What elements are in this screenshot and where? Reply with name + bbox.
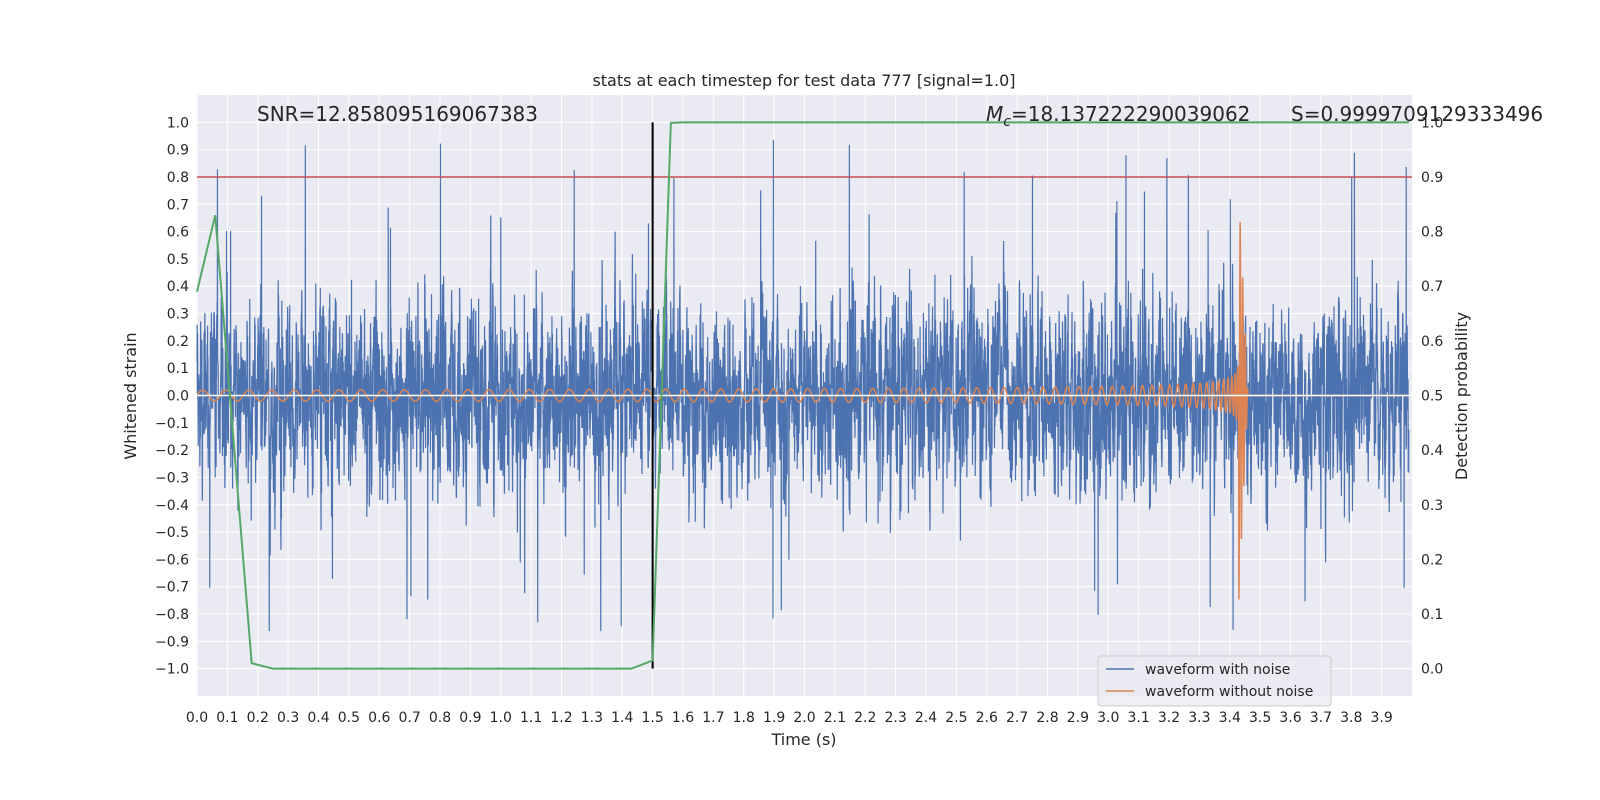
mc-subscript: c [1003,114,1011,130]
x-tick-label: 3.7 [1310,710,1332,726]
y2-tick-label: 0.3 [1421,498,1443,514]
y-tick-label: 0.8 [167,170,189,186]
x-tick-label: 3.5 [1249,710,1271,726]
x-tick-label: 0.3 [277,710,299,726]
y-tick-label: −0.5 [155,525,189,541]
y-tick-label: 0.1 [167,361,189,377]
x-tick-label: 1.7 [702,710,724,726]
legend: waveform with noise waveform without noi… [1097,655,1332,707]
y2-tick-label: 0.2 [1421,552,1443,568]
y2-tick-label: 0.9 [1421,170,1443,186]
x-tick-label: 0.5 [338,710,360,726]
y-tick-label: 0.0 [167,389,189,405]
x-tick-label: 3.8 [1340,710,1362,726]
x-tick-label: 1.8 [733,710,755,726]
ticks: 0.0 0.1 0.2 0.3 0.4 0.5 0.6 0.7 0.8 0.9 1.0 1.1 1.2 1… [155,115,1443,726]
x-tick-label: 2.9 [1067,710,1089,726]
x-tick-label: 3.2 [1158,710,1180,726]
x-tick-label: 0.1 [216,710,238,726]
y-tick-label: 0.3 [167,307,189,323]
y-tick-label: 0.5 [167,252,189,268]
x-tick-label: 3.0 [1097,710,1119,726]
x-tick-label: 2.0 [793,710,815,726]
x-tick-label: 0.9 [459,710,481,726]
x-tick-label: 2.4 [915,710,937,726]
x-tick-label: 0.8 [429,710,451,726]
x-tick-label: 2.2 [854,710,876,726]
y2-tick-label: 0.7 [1421,279,1443,295]
x-tick-label: 2.6 [976,710,998,726]
y-tick-label: −0.9 [155,634,189,650]
y2-tick-label: 0.4 [1421,443,1443,459]
x-tick-label: 1.3 [581,710,603,726]
x-tick-label: 1.4 [611,710,633,726]
x-tick-label: 1.9 [763,710,785,726]
data-layer [196,121,1412,670]
x-tick-label: 3.1 [1127,710,1149,726]
x-tick-label: 2.7 [1006,710,1028,726]
snr-annotation: SNR=12.858095169067383 [257,102,538,126]
y-tick-label: −0.6 [155,552,189,568]
legend-label-clean: waveform without noise [1145,684,1313,700]
chart-title: stats at each timestep for test data 777… [592,71,1015,90]
y-tick-label: 0.6 [167,225,189,241]
y-tick-label: 0.2 [167,334,189,350]
y-tick-label: 0.4 [167,279,189,295]
y-axis-label: Whitened strain [121,332,140,459]
y-tick-label: −0.3 [155,470,189,486]
y2-tick-label: 0.6 [1421,334,1443,350]
x-tick-label: 2.5 [945,710,967,726]
x-tick-label: 2.1 [824,710,846,726]
x-tick-label: 0.0 [186,710,208,726]
x-tick-label: 2.3 [884,710,906,726]
x-tick-label: 2.8 [1036,710,1058,726]
x-tick-label: 0.7 [398,710,420,726]
y2-tick-label: 0.8 [1421,225,1443,241]
y2-tick-label: 0.5 [1421,389,1443,405]
y-tick-label: −0.4 [155,498,189,514]
y-tick-label: −0.2 [155,443,189,459]
y2-tick-label: 0.0 [1421,662,1443,678]
y2-tick-label: 1.0 [1421,115,1443,131]
y-tick-label: 1.0 [167,115,189,131]
x-tick-label: 0.2 [247,710,269,726]
legend-box [1097,655,1332,707]
chirp-mass-annotation: Mc=18.137222290039062 [986,102,1250,130]
y-tick-label: −0.7 [155,580,189,596]
x-tick-label: 3.4 [1219,710,1241,726]
y2-axis-label: Detection probability [1452,312,1471,480]
mc-value: =18.137222290039062 [1011,102,1250,126]
mc-symbol: M [986,102,1003,126]
y2-tick-label: 0.1 [1421,607,1443,623]
x-tick-label: 1.5 [641,710,663,726]
x-tick-label: 3.3 [1188,710,1210,726]
y-tick-label: 0.7 [167,197,189,213]
x-tick-label: 1.1 [520,710,542,726]
x-tick-label: 3.9 [1370,710,1392,726]
waveform-with-noise-line [196,139,1410,632]
y-tick-label: −1.0 [155,662,189,678]
x-tick-label: 1.2 [550,710,572,726]
x-tick-label: 0.6 [368,710,390,726]
x-tick-label: 1.0 [490,710,512,726]
score-annotation: S=0.9999709129333496 [1291,102,1543,126]
x-tick-label: 3.6 [1279,710,1301,726]
y-tick-label: −0.1 [155,416,189,432]
y-tick-label: 0.9 [167,143,189,159]
x-axis-label: Time (s) [770,730,836,749]
legend-label-noise: waveform with noise [1145,662,1290,678]
y-tick-label: −0.8 [155,607,189,623]
x-tick-label: 0.4 [307,710,329,726]
x-tick-label: 1.6 [672,710,694,726]
